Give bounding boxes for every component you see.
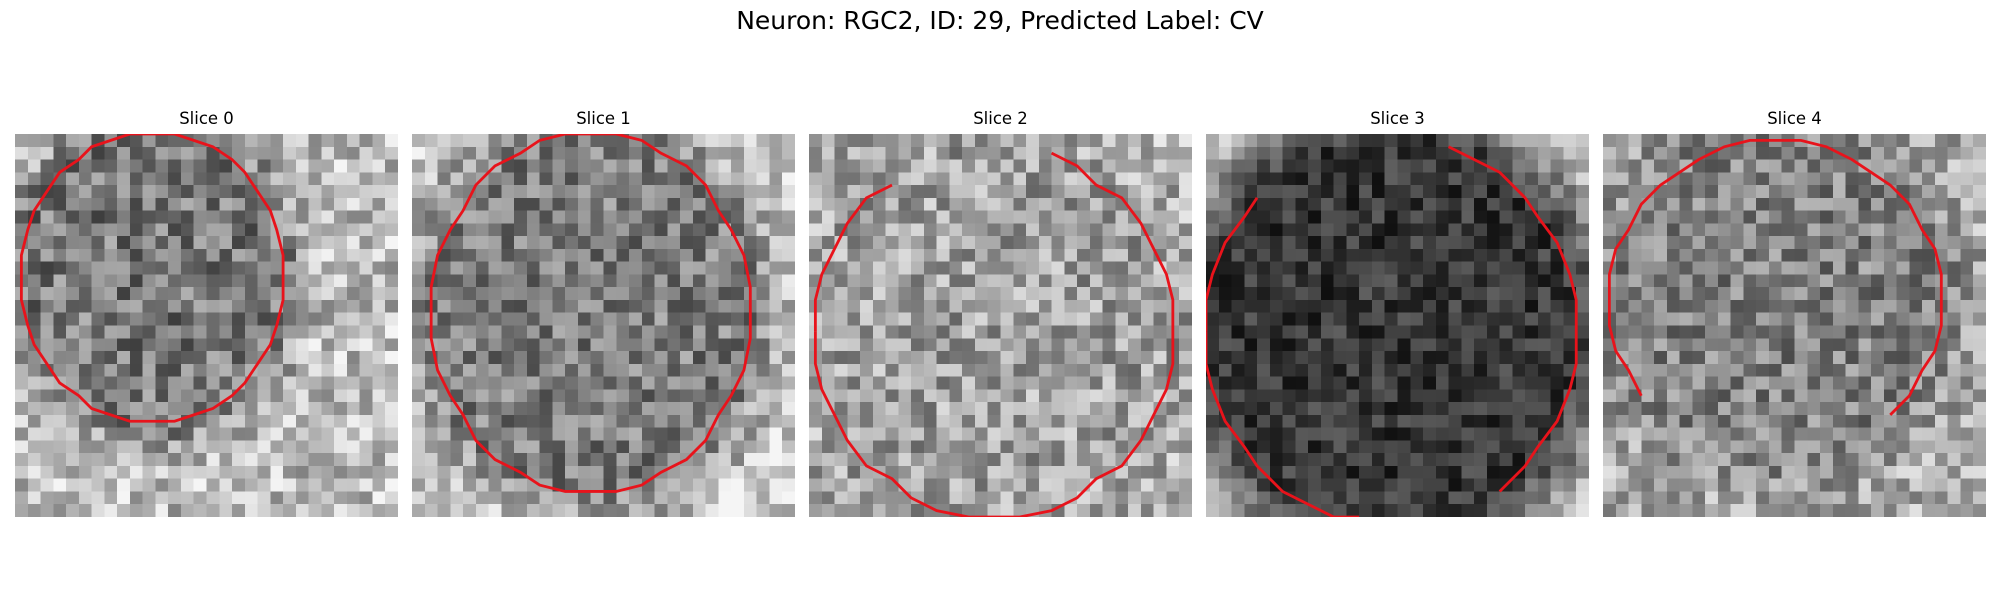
slice-panel-2: Slice 2	[809, 108, 1192, 517]
cell-contour	[1607, 299, 1643, 397]
cell-contour	[1206, 331, 1360, 517]
slice-image-3	[1206, 134, 1589, 517]
slice-title-4: Slice 4	[1767, 109, 1822, 128]
slice-title-3: Slice 3	[1370, 109, 1425, 128]
slice-title-0: Slice 0	[179, 109, 234, 128]
figure-title: Neuron: RGC2, ID: 29, Predicted Label: C…	[736, 6, 1264, 35]
slice-panel-3: Slice 3	[1206, 108, 1589, 517]
slice-image-2	[809, 134, 1192, 517]
slice-image-4	[1603, 134, 1986, 517]
cell-contour	[1607, 138, 1943, 416]
cell-contour	[19, 134, 285, 423]
slice-image-0	[15, 134, 398, 517]
slice-image-1	[412, 134, 795, 517]
slice-title-2: Slice 2	[973, 109, 1028, 128]
slice-panel-0: Slice 0	[15, 108, 398, 517]
slice-panel-1: Slice 1	[412, 108, 795, 517]
slice-panel-4: Slice 4	[1603, 108, 1986, 517]
cell-contour	[813, 151, 1175, 517]
cell-contour	[429, 134, 752, 493]
cell-contour	[1206, 197, 1259, 332]
cell-contour	[1447, 145, 1578, 493]
slice-title-1: Slice 1	[576, 109, 631, 128]
cell-contour	[813, 183, 893, 332]
